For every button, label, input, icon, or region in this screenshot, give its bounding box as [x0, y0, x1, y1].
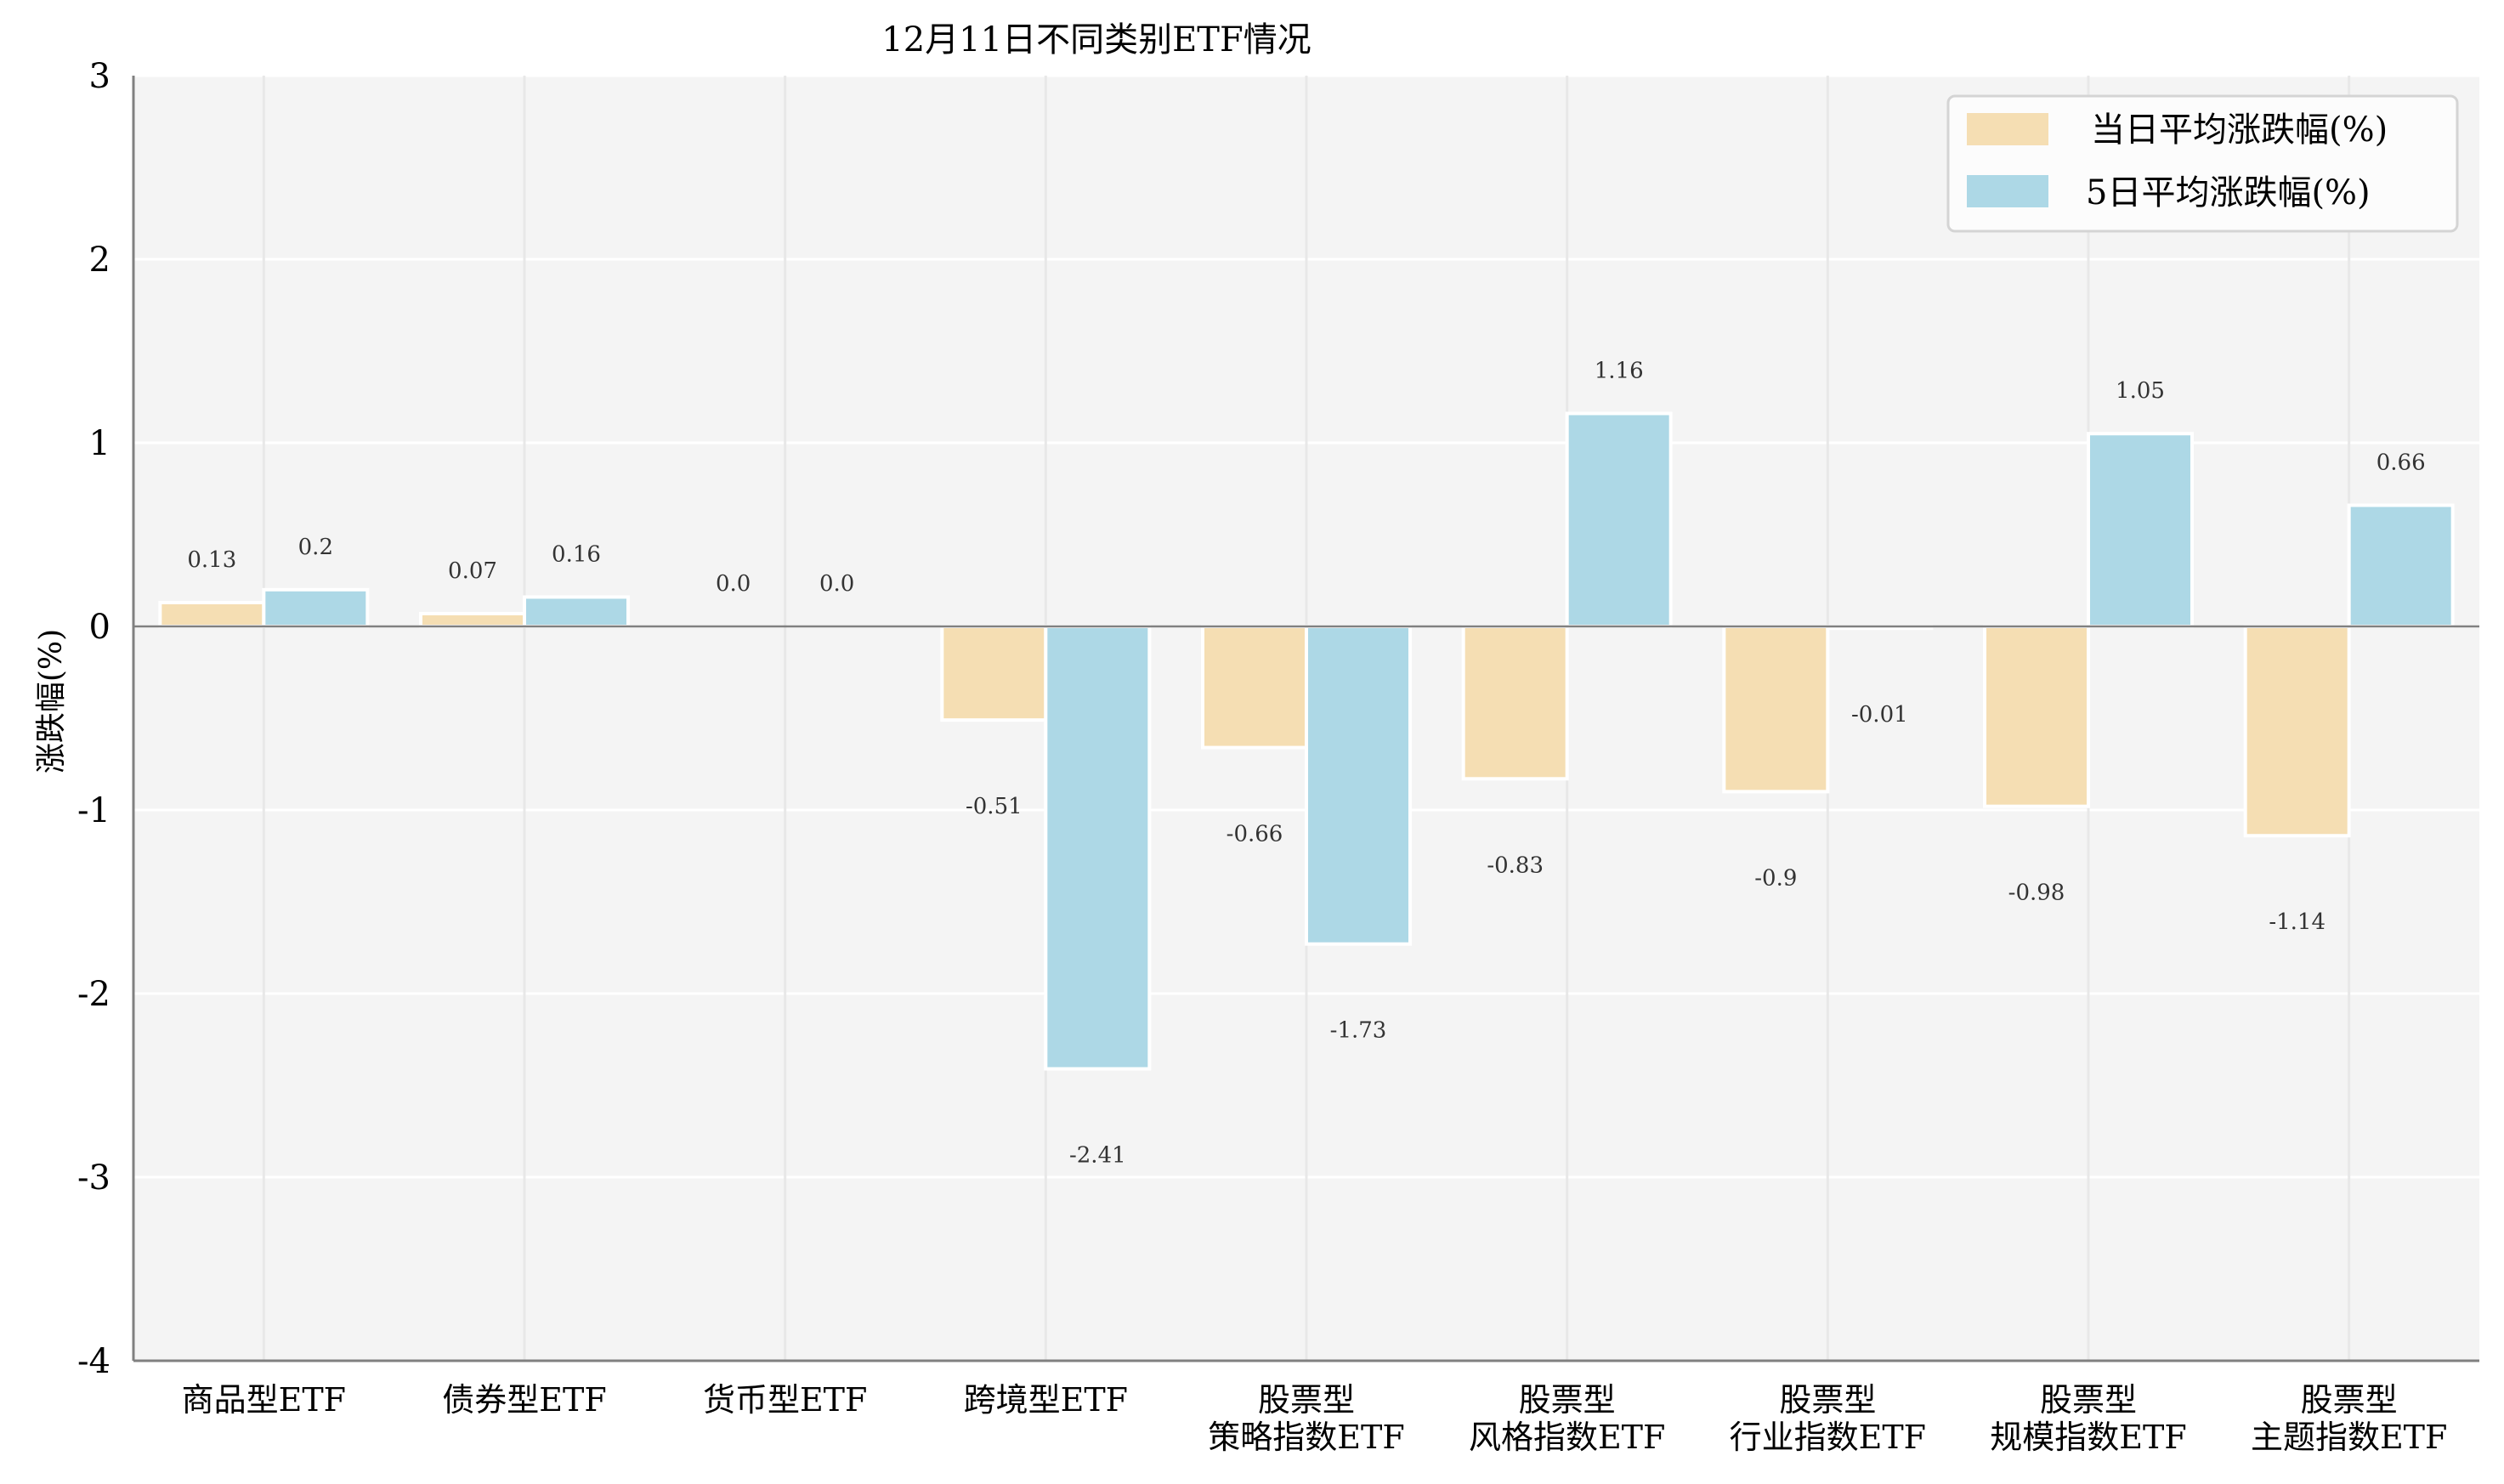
data-label: 0.13 — [187, 547, 236, 573]
bar-5day — [1044, 625, 1152, 1071]
bar-daily — [158, 600, 266, 628]
data-label: 0.2 — [298, 535, 333, 560]
bar-daily — [1201, 625, 1308, 750]
bar-daily — [419, 611, 526, 629]
bar-daily — [1722, 625, 1830, 794]
x-tick-label: 风格指数ETF — [1469, 1419, 1665, 1456]
data-label: -0.98 — [2008, 881, 2065, 906]
x-tick-label: 规模指数ETF — [1990, 1419, 2186, 1456]
bar-5day — [1305, 625, 1412, 946]
legend: 当日平均涨跌幅(%) 5日平均涨跌幅(%) — [1946, 94, 2459, 233]
legend-swatch-5day — [1967, 175, 2048, 207]
y-tick-label: 2 — [89, 241, 110, 280]
x-tick-label: 股票型 — [2301, 1381, 2398, 1419]
bar-5day — [2087, 432, 2194, 629]
bar-daily — [1461, 625, 1569, 781]
x-tick-label: 股票型 — [1258, 1381, 1355, 1419]
bars — [158, 411, 2455, 1071]
data-label: 1.05 — [2116, 378, 2165, 404]
y-tick-label: -4 — [77, 1342, 110, 1381]
legend-label-5day: 5日平均涨跌幅(%) — [2086, 173, 2371, 212]
y-tick-label: -3 — [77, 1158, 110, 1198]
y-tick-label: -2 — [77, 975, 110, 1014]
data-label: -0.51 — [966, 794, 1023, 819]
data-label: -0.83 — [1487, 852, 1544, 878]
y-tick-label: 0 — [89, 608, 110, 647]
x-tick-label: 行业指数ETF — [1730, 1419, 1926, 1456]
bar-5day — [1565, 411, 1673, 628]
x-tick-label: 策略指数ETF — [1208, 1419, 1404, 1456]
x-tick-label: 股票型 — [1519, 1381, 1616, 1419]
data-label: -0.9 — [1754, 865, 1797, 891]
data-label: 0.07 — [448, 558, 497, 584]
data-label: 0.0 — [716, 571, 751, 597]
x-tick-label: 主题指数ETF — [2251, 1419, 2447, 1456]
y-tick-label: -1 — [77, 791, 110, 830]
legend-swatch-daily — [1967, 113, 2048, 145]
chart-title: 12月11日不同类别ETF情况 — [881, 20, 1311, 59]
data-label: -0.66 — [1227, 822, 1283, 847]
data-label: 0.0 — [819, 571, 854, 597]
x-tick-label: 跨境型ETF — [964, 1381, 1128, 1419]
x-tick-label: 股票型 — [1779, 1381, 1876, 1419]
y-axis-label: 涨跌幅(%) — [34, 629, 69, 773]
data-label: -0.01 — [1851, 702, 1908, 728]
data-label: 0.66 — [2377, 450, 2426, 475]
data-labels: 0.13 0.07 0.0 -0.51 -0.66 -0.83 -0.9 -0.98 -1.14… — [187, 358, 2425, 1168]
legend-label-daily: 当日平均涨跌幅(%) — [2091, 110, 2388, 150]
x-tick-label: 货币型ETF — [703, 1381, 867, 1419]
data-label: -1.73 — [1330, 1018, 1387, 1044]
x-tick-label: 商品型ETF — [182, 1381, 346, 1419]
data-label: 1.16 — [1595, 358, 1644, 383]
bar-daily — [2243, 625, 2351, 838]
bar-daily — [1983, 625, 2090, 808]
bar-5day — [523, 595, 630, 629]
y-tick-label: 1 — [89, 424, 110, 463]
axes — [132, 76, 2479, 1362]
y-tick-label: 3 — [89, 57, 110, 96]
bar-5day — [2347, 503, 2455, 628]
legend-frame — [1946, 94, 2459, 233]
data-label: -2.41 — [1069, 1143, 1126, 1169]
x-tick-label: 股票型 — [2040, 1381, 2137, 1419]
data-label: 0.16 — [552, 541, 601, 567]
bar-daily — [940, 625, 1048, 722]
data-label: -1.14 — [2269, 909, 2326, 935]
x-tick-label: 债券型ETF — [442, 1381, 606, 1419]
bar-5day — [262, 587, 370, 628]
